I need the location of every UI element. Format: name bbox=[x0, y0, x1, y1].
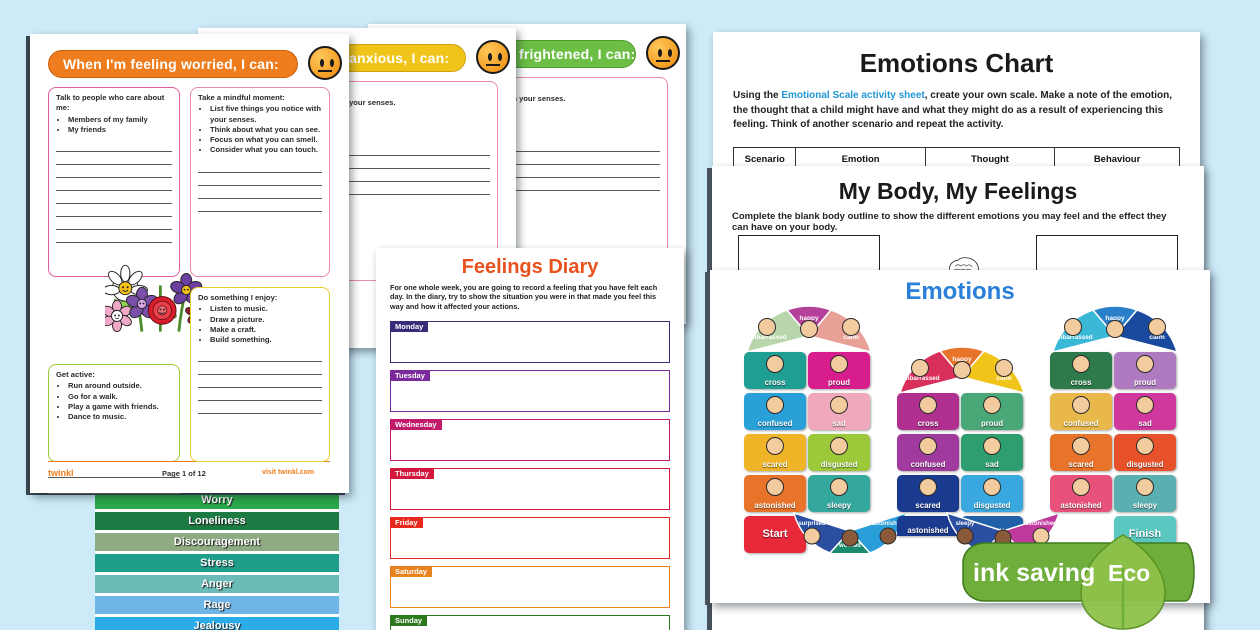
svg-text:surprised: surprised bbox=[798, 521, 826, 527]
svg-text:Eco: Eco bbox=[1108, 560, 1150, 586]
svg-text:ink saving: ink saving bbox=[973, 559, 1095, 587]
svg-text:sleepy: sleepy bbox=[956, 521, 975, 527]
svg-text:astonished: astonished bbox=[1025, 521, 1057, 527]
